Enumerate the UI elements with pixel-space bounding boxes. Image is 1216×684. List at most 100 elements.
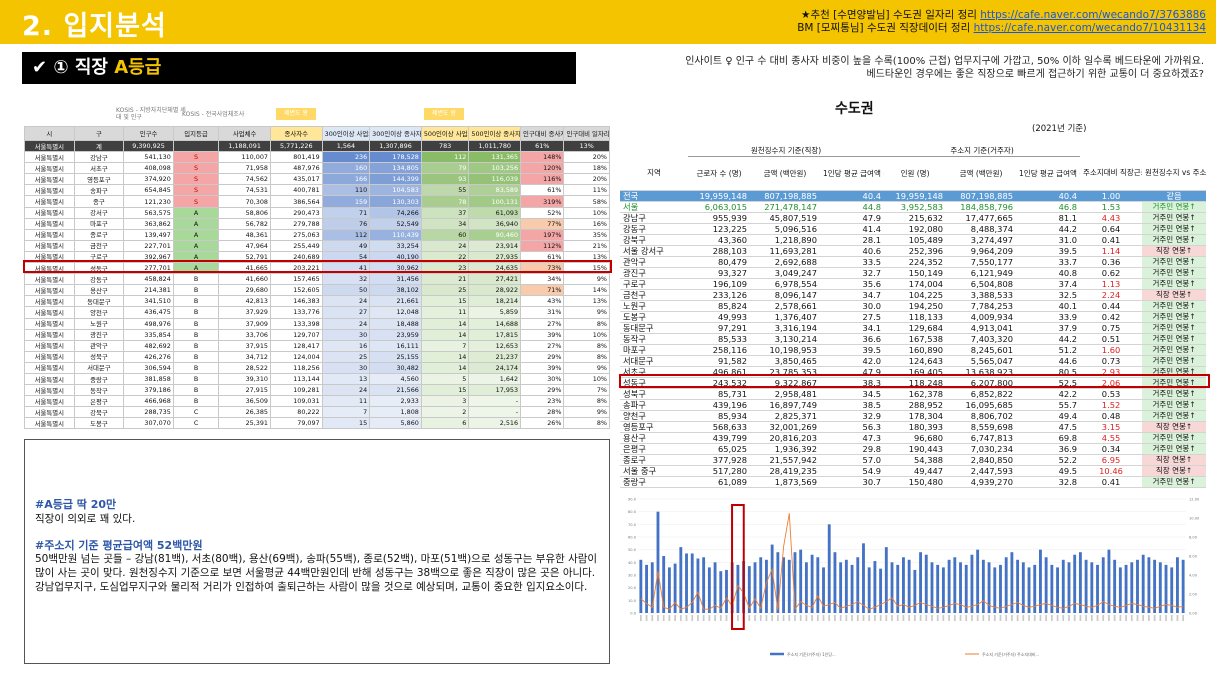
x-tick-label — [748, 615, 751, 621]
x-tick-label — [1079, 615, 1082, 621]
table-cell: 28% — [520, 406, 565, 419]
group-header-residence: 주소지 기준(거주자) — [884, 146, 1081, 157]
table-cell: 279,788 — [269, 217, 323, 230]
table-cell: 78 — [420, 195, 470, 208]
table-cell: 110,007 — [218, 151, 271, 164]
table-cell: 192,080 — [884, 223, 947, 235]
table-cell: 강동구 — [73, 273, 125, 286]
table-cell: 134,805 — [369, 162, 422, 175]
bar — [1113, 559, 1117, 613]
x-tick-label — [908, 615, 911, 621]
table-cell: 14 — [420, 350, 470, 363]
table-row: 서울특별시 양천구 436,475 B 37,929 133,776 27 12,048 11 5… — [24, 306, 610, 319]
table-cell: 123,225 — [688, 223, 750, 235]
table-cell: 2,958,481 — [750, 388, 820, 400]
table-cell: 379,186 — [123, 384, 174, 397]
table-cell: 3,316,194 — [750, 322, 820, 334]
x-tick-label — [902, 615, 905, 621]
left-header-cell: 500인이상 사업체수 — [420, 126, 470, 141]
table-cell: 6.95 — [1080, 454, 1143, 466]
right-header-cell: 근로자 수 (명) — [688, 156, 750, 191]
table-cell: 377,928 — [688, 454, 750, 466]
bar — [1118, 567, 1122, 613]
table-cell: 487,976 — [269, 162, 323, 175]
table-cell: B — [172, 361, 220, 374]
table-cell: 은평구 — [620, 443, 688, 455]
table-row: 서울 중구 517,280 28,419,235 54.9 49,447 2,447,59… — [620, 465, 1207, 477]
table-cell: 10% — [563, 328, 610, 341]
y2-tick-label: 6.00 — [1189, 555, 1198, 559]
table-cell: 서초구 — [620, 366, 688, 378]
bar — [953, 557, 957, 613]
table-cell: 35.6 — [820, 278, 885, 290]
table-row: 서울특별시 강북구 288,735 C 26,385 80,222 7 1,808 2-28% 9… — [24, 406, 610, 419]
table-cell: 서울특별시 — [24, 295, 75, 308]
table-cell: 14 — [420, 328, 470, 341]
x-tick-label — [725, 615, 728, 621]
ref1-link[interactable]: https://cafe.naver.com/wecando7/3763886 — [980, 9, 1206, 21]
table-cell: B — [172, 306, 220, 319]
table-cell: 70,308 — [218, 195, 271, 208]
table-cell: 233,126 — [688, 289, 750, 301]
table-cell: 19,959,148 — [884, 190, 947, 202]
table-cell: 서울 강서구 — [620, 245, 688, 257]
table-cell: B — [172, 317, 220, 330]
right-header-cell: 1인당 평균 급여액 (백만원) — [1016, 156, 1081, 191]
table-cell: 807,198,885 — [750, 190, 820, 202]
table-cell: 16,095,685 — [946, 399, 1017, 411]
bar — [690, 553, 694, 613]
table-cell: 서울특별시 — [24, 406, 75, 419]
table-cell: 서울특별시 — [24, 195, 75, 208]
table-cell: 112 — [420, 151, 470, 164]
bar — [1136, 559, 1139, 613]
table-cell: 118,133 — [884, 311, 947, 323]
x-tick-label — [1125, 615, 1127, 621]
insight-note: 인사이트 ♀ 인구 수 대비 종사자 비중이 높을 수록(100% 근접) 업무… — [685, 55, 1204, 81]
table-cell: 6,504,808 — [946, 278, 1017, 290]
table-cell: B — [172, 328, 220, 341]
table-cell: 39,310 — [218, 372, 271, 386]
table-cell: 27 — [321, 306, 371, 319]
x-tick-label — [874, 615, 876, 621]
table-cell: 12,048 — [369, 306, 422, 319]
table-cell: 30.0 — [820, 300, 885, 312]
reference-links: ★추천 [수면양발님] 수도권 일자리 정리 https://cafe.nave… — [797, 9, 1206, 35]
table-cell: - — [468, 395, 522, 408]
table-cell: 동대문구 — [620, 322, 688, 334]
bar — [833, 552, 837, 613]
table-cell: 563,575 — [123, 206, 174, 219]
left-header-cell: 500인이상 종사자수 — [468, 126, 522, 141]
table-cell: 24 — [321, 317, 371, 330]
table-cell: 190,443 — [884, 443, 947, 455]
table-cell: 5,096,516 — [750, 223, 820, 235]
ref2-link[interactable]: https://cafe.naver.com/wecando7/10431134 — [973, 22, 1206, 34]
table-cell: 36,509 — [218, 395, 271, 408]
table-cell: 거주민 연봉↑ — [1142, 443, 1207, 455]
table-cell: 482,692 — [123, 339, 174, 352]
x-tick-label — [1005, 615, 1008, 621]
bar — [964, 564, 968, 613]
bar — [890, 562, 894, 613]
table-cell: 28.1 — [820, 234, 885, 246]
x-tick-label — [754, 615, 756, 621]
table-cell: 광진구 — [73, 328, 125, 341]
table-cell: 마포구 — [73, 217, 125, 230]
salary-comparison-table: 원천징수지 기준(직장) 주소지 기준(거주자) 지역 근로자 수 (명) 금액 (… — [620, 146, 1207, 488]
left-header-cell: 인구수 — [123, 126, 174, 141]
table-cell: 계 — [73, 139, 125, 153]
table-row: 서울특별시 강남구 541,130 S 110,007 801,419 236 178,528… — [24, 151, 610, 164]
table-cell: 서울특별시 — [24, 361, 75, 374]
bar — [1050, 564, 1054, 613]
table-cell: C — [172, 406, 220, 419]
table-cell: 49,447 — [884, 465, 947, 477]
x-tick-label — [925, 615, 928, 621]
table-cell: 54.9 — [820, 465, 885, 477]
bar — [919, 552, 922, 613]
table-cell: 9% — [563, 406, 610, 419]
table-cell: 6 — [420, 417, 470, 430]
table-cell: 17,815 — [468, 328, 522, 341]
x-tick-label — [862, 615, 865, 621]
table-cell: 거주민 연봉↑ — [1142, 201, 1207, 213]
table-row: 도봉구 49,993 1,376,407 27.5 118,133 4,009,934 33… — [620, 311, 1207, 323]
table-cell: 214,381 — [123, 284, 174, 297]
